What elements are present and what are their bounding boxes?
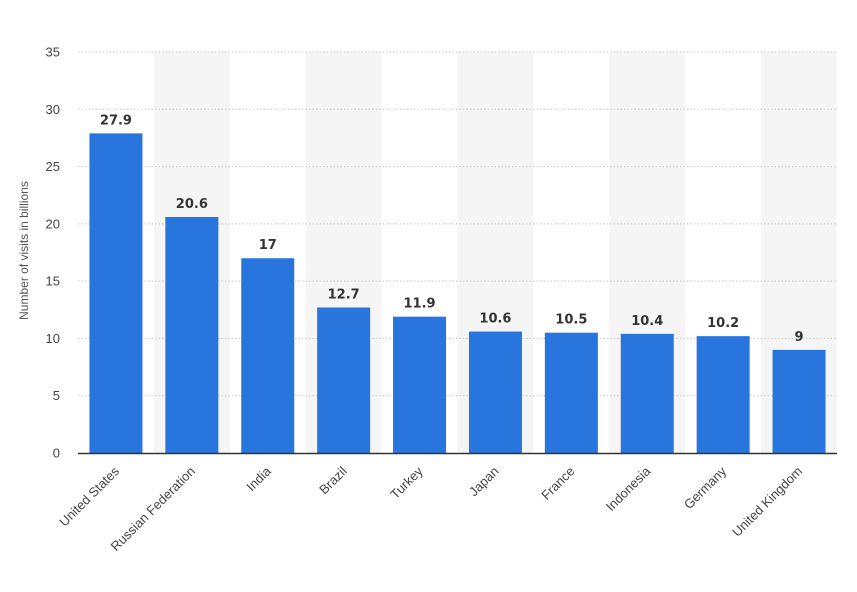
y-axis-ticks: 0 5 10 15 20 25 30 35 [46,45,60,461]
x-category-label: Japan [466,464,502,500]
y-tick-label: 25 [46,159,60,174]
y-tick-label: 30 [46,102,60,117]
y-tick-label: 15 [46,274,60,289]
bar[interactable] [89,133,143,454]
y-tick-label: 5 [53,388,60,403]
x-category-label: Germany [681,463,730,512]
bar-value-label: 20.6 [176,197,208,212]
bar[interactable] [772,349,826,453]
x-category-label: France [538,464,577,503]
bar-value-label: 10.2 [707,316,739,331]
bar-value-label: 9 [795,330,804,345]
bar[interactable] [317,307,371,453]
bar[interactable] [241,258,295,453]
bar[interactable] [468,331,522,453]
x-category-label: Brazil [316,463,350,497]
y-tick-label: 20 [46,216,60,231]
x-category-label: Indonesia [603,463,654,514]
x-category-label: Russian Federation [108,464,198,554]
y-tick-label: 0 [53,446,60,461]
bar[interactable] [620,333,674,453]
bar-value-label: 10.6 [479,312,511,327]
bar-value-label: 27.9 [100,113,132,128]
y-tick-label: 35 [46,45,60,60]
bar-value-label: 10.5 [555,313,587,328]
bar-value-label: 12.7 [328,287,360,302]
x-category-label: United States [56,463,122,529]
x-category-label: India [243,463,274,494]
bar[interactable] [393,316,447,453]
y-axis-title: Number of visits in billions [17,181,31,320]
bar[interactable] [696,336,750,453]
y-tick-label: 10 [46,331,60,346]
x-category-label: United Kingdom [729,464,805,540]
bar-value-label: 11.9 [404,297,436,312]
bar-value-label: 10.4 [631,314,663,329]
bars [89,133,826,454]
value-labels: 27.9 20.6 17 12.7 11.9 10.6 10.5 10.4 10.2 9 [100,113,804,345]
bar[interactable] [165,216,219,453]
bar-value-label: 17 [259,238,277,253]
x-category-label: Turkey [387,463,426,502]
bar[interactable] [544,332,598,453]
